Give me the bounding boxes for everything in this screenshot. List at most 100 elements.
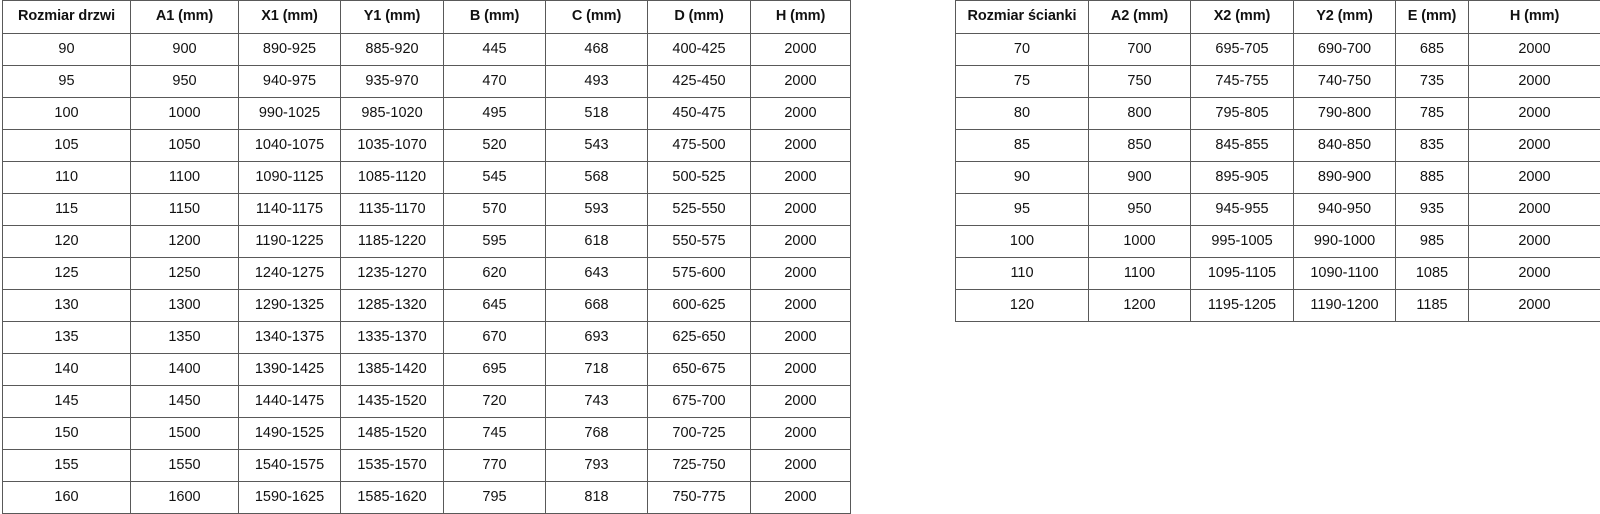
column-header-doors-6: D (mm) <box>647 0 751 34</box>
table-row: 115 1150 1140-1175 1135-1170 570 593 525-550 20… <box>2 193 851 226</box>
table-row: 160 1600 1590-1625 1585-1620 795 818 750-775 20… <box>2 481 851 514</box>
table-cell: 85 <box>955 129 1089 162</box>
table-cell: 785 <box>1395 97 1469 130</box>
table-cell: 1450 <box>130 385 239 418</box>
table-cell: 690-700 <box>1293 33 1396 66</box>
table-cell: 940-950 <box>1293 193 1396 226</box>
table-cell: 2000 <box>1468 161 1600 194</box>
table-cell: 895-905 <box>1190 161 1294 194</box>
table-cell: 90 <box>955 161 1089 194</box>
table-row: 105 1050 1040-1075 1035-1070 520 543 475-500 20… <box>2 129 851 162</box>
table-cell: 2000 <box>1468 257 1600 290</box>
table-row: 70 700 695-705 690-700 685 2000 <box>955 33 1600 66</box>
table-row: 100 1000 995-1005 990-1000 985 2000 <box>955 225 1600 258</box>
table-row: 85 850 845-855 840-850 835 2000 <box>955 129 1600 162</box>
table-cell: 2000 <box>1468 129 1600 162</box>
table-cell: 1600 <box>130 481 239 514</box>
table-cell: 1535-1570 <box>340 449 444 482</box>
table-cell: 1090-1125 <box>238 161 341 194</box>
table-cell: 2000 <box>750 193 851 226</box>
table-cell: 1440-1475 <box>238 385 341 418</box>
doors-table-header: Rozmiar drzwi A1 (mm) X1 (mm) Y1 (mm) B (mm)… <box>2 0 851 34</box>
table-cell: 1100 <box>130 161 239 194</box>
table-cell: 885-920 <box>340 33 444 66</box>
table-cell: 120 <box>2 225 131 258</box>
table-row: 90 900 895-905 890-900 885 2000 <box>955 161 1600 194</box>
table-cell: 950 <box>130 65 239 98</box>
table-cell: 693 <box>545 321 648 354</box>
table-cell: 2000 <box>750 161 851 194</box>
table-cell: 900 <box>130 33 239 66</box>
table-cell: 568 <box>545 161 648 194</box>
table-row: 155 1550 1540-1575 1535-1570 770 793 725-750 20… <box>2 449 851 482</box>
table-cell: 2000 <box>1468 193 1600 226</box>
table-cell: 670 <box>443 321 546 354</box>
table-cell: 1135-1170 <box>340 193 444 226</box>
table-cell: 2000 <box>750 449 851 482</box>
table-cell: 900 <box>1088 161 1191 194</box>
table-cell: 885 <box>1395 161 1469 194</box>
table-cell: 1050 <box>130 129 239 162</box>
table-cell: 1435-1520 <box>340 385 444 418</box>
table-cell: 2000 <box>750 353 851 386</box>
column-header-doors-2: X1 (mm) <box>238 0 341 34</box>
table-cell: 520 <box>443 129 546 162</box>
table-cell: 740-750 <box>1293 65 1396 98</box>
table-cell: 95 <box>955 193 1089 226</box>
table-cell: 75 <box>955 65 1089 98</box>
column-header-doors-7: H (mm) <box>750 0 851 34</box>
table-cell: 1035-1070 <box>340 129 444 162</box>
table-cell: 1585-1620 <box>340 481 444 514</box>
table-cell: 1085 <box>1395 257 1469 290</box>
table-header-row: Rozmiar ścianki A2 (mm) X2 (mm) Y2 (mm) E (m… <box>955 0 1600 34</box>
table-cell: 1085-1120 <box>340 161 444 194</box>
table-cell: 850 <box>1088 129 1191 162</box>
table-cell: 1240-1275 <box>238 257 341 290</box>
column-header-doors-1: A1 (mm) <box>130 0 239 34</box>
doors-table-body: 90 900 890-925 885-920 445 468 400-425 2000 95 95… <box>2 33 851 514</box>
doors-size-table: Rozmiar drzwi A1 (mm) X1 (mm) Y1 (mm) B (mm)… <box>2 0 851 514</box>
table-cell: 1185-1220 <box>340 225 444 258</box>
table-cell: 450-475 <box>647 97 751 130</box>
table-cell: 945-955 <box>1190 193 1294 226</box>
table-cell: 1195-1205 <box>1190 289 1294 322</box>
table-cell: 493 <box>545 65 648 98</box>
table-row: 100 1000 990-1025 985-1020 495 518 450-475 2000 <box>2 97 851 130</box>
column-header-doors-5: C (mm) <box>545 0 648 34</box>
table-cell: 645 <box>443 289 546 322</box>
table-cell: 525-550 <box>647 193 751 226</box>
table-cell: 543 <box>545 129 648 162</box>
table-cell: 985 <box>1395 225 1469 258</box>
table-cell: 400-425 <box>647 33 751 66</box>
table-cell: 2000 <box>1468 65 1600 98</box>
table-cell: 935-970 <box>340 65 444 98</box>
table-cell: 700 <box>1088 33 1191 66</box>
table-cell: 2000 <box>750 225 851 258</box>
table-cell: 1140-1175 <box>238 193 341 226</box>
table-cell: 2000 <box>1468 33 1600 66</box>
table-cell: 595 <box>443 225 546 258</box>
table-cell: 1485-1520 <box>340 417 444 450</box>
table-cell: 1550 <box>130 449 239 482</box>
table-cell: 1250 <box>130 257 239 290</box>
column-header-panels-3: Y2 (mm) <box>1293 0 1396 34</box>
table-row: 110 1100 1090-1125 1085-1120 545 568 500-525 20… <box>2 161 851 194</box>
table-cell: 70 <box>955 33 1089 66</box>
table-cell: 745-755 <box>1190 65 1294 98</box>
table-cell: 1000 <box>130 97 239 130</box>
table-row: 140 1400 1390-1425 1385-1420 695 718 650-675 20… <box>2 353 851 386</box>
table-cell: 550-575 <box>647 225 751 258</box>
table-cell: 2000 <box>750 481 851 514</box>
table-cell: 100 <box>955 225 1089 258</box>
table-cell: 1095-1105 <box>1190 257 1294 290</box>
doors-table-container: Rozmiar drzwi A1 (mm) X1 (mm) Y1 (mm) B (mm)… <box>2 0 851 514</box>
table-cell: 80 <box>955 97 1089 130</box>
table-cell: 1385-1420 <box>340 353 444 386</box>
table-cell: 790-800 <box>1293 97 1396 130</box>
table-cell: 2000 <box>750 257 851 290</box>
table-cell: 845-855 <box>1190 129 1294 162</box>
table-cell: 1390-1425 <box>238 353 341 386</box>
table-cell: 2000 <box>750 129 851 162</box>
table-cell: 1590-1625 <box>238 481 341 514</box>
table-cell: 1340-1375 <box>238 321 341 354</box>
